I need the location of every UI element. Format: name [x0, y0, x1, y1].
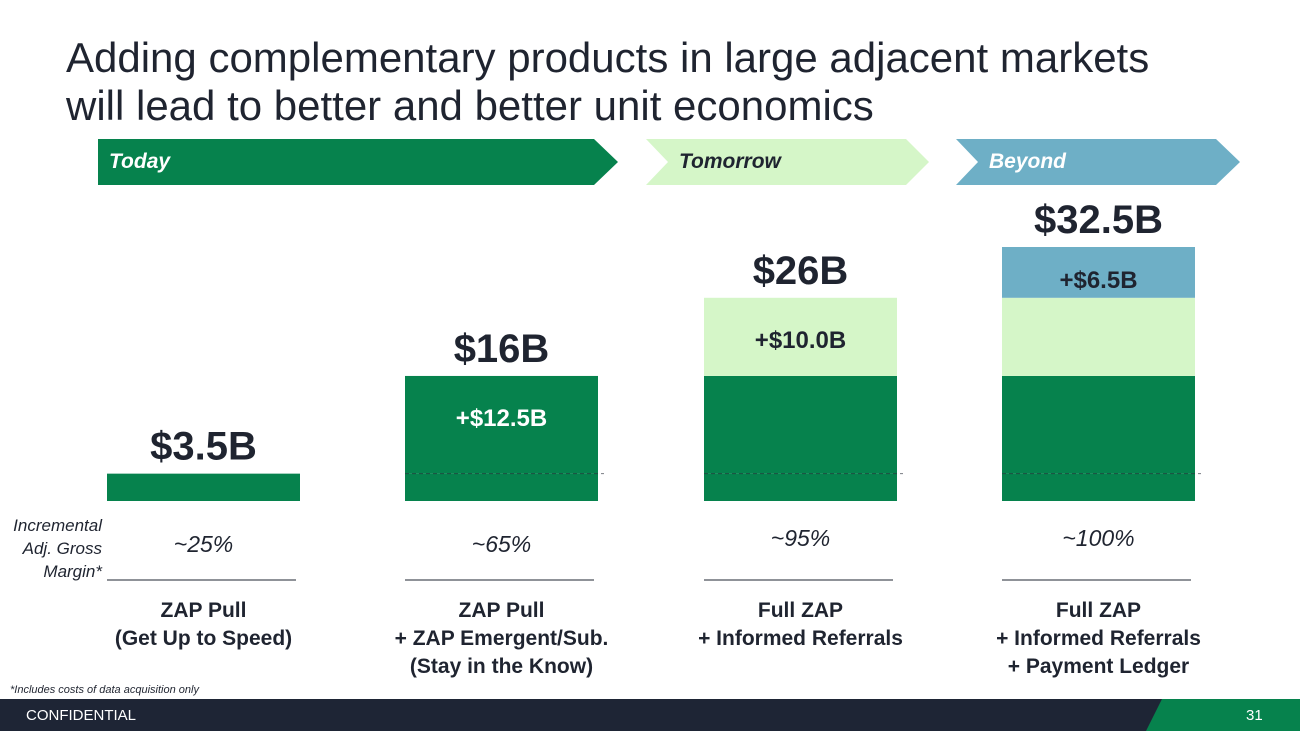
- bar-segment-1-1: [107, 473, 300, 501]
- category-label-3-1: Full ZAP: [758, 599, 843, 622]
- bar-segment-4-2: [1002, 375, 1195, 474]
- category-label-3-2: + Informed Referrals: [698, 627, 903, 650]
- category-label-1-1: ZAP Pull: [161, 599, 247, 622]
- segment-label-3-3: +$10.0B: [755, 327, 846, 354]
- footnote: *Includes costs of data acquisition only: [10, 684, 199, 696]
- bar-segment-4-4: [1002, 247, 1195, 298]
- bar-segment-3-3: [704, 297, 897, 376]
- bar-segment-3-2: [704, 375, 897, 474]
- bar-total-3: $26B: [753, 249, 849, 293]
- category-label-2-3: (Stay in the Know): [410, 655, 593, 678]
- phase-arrow-beyond: [956, 139, 1240, 185]
- bar-segment-2-1: [405, 473, 598, 501]
- bar-total-4: $32.5B: [1034, 198, 1163, 242]
- category-label-4-2: + Informed Referrals: [996, 627, 1201, 650]
- phase-arrow-today: [98, 139, 618, 185]
- slide-title-line-1: Adding complementary products in large a…: [66, 34, 1150, 81]
- bar-segment-2-2: [405, 375, 598, 474]
- bar-segment-3-1: [704, 473, 897, 501]
- phase-arrow-tomorrow: [646, 139, 929, 185]
- slide-title: Adding complementary products in large a…: [66, 34, 1266, 130]
- category-label-1-2: (Get Up to Speed): [115, 627, 292, 650]
- bar-total-2: $16B: [454, 327, 550, 371]
- stacked-bar-chart: $3.5B ~25% ZAP Pull (Get Up to Speed) +$12.5…: [107, 198, 1201, 678]
- phase-label-tomorrow: Tomorrow: [679, 150, 781, 173]
- phase-arrows: [98, 139, 1240, 185]
- phase-label-today: Today: [109, 150, 171, 173]
- margin-row-label-line-3: Margin*: [43, 562, 102, 581]
- margin-value-3: ~95%: [771, 525, 830, 551]
- bar-total-1: $3.5B: [150, 425, 257, 469]
- category-label-2-1: ZAP Pull: [459, 599, 545, 622]
- confidential-label: CONFIDENTIAL: [26, 707, 137, 724]
- bar-segment-4-3: [1002, 297, 1195, 376]
- slide-title-line-2: will lead to better and better unit econ…: [66, 82, 874, 129]
- category-label-4-1: Full ZAP: [1056, 599, 1141, 622]
- category-label-4-3: + Payment Ledger: [1008, 655, 1189, 678]
- phase-label-beyond: Beyond: [989, 150, 1067, 173]
- segment-label-4-4: +$6.5B: [1059, 267, 1137, 294]
- category-label-2-2: + ZAP Emergent/Sub.: [395, 627, 609, 650]
- margin-row-label-line-1: Incremental: [13, 516, 102, 535]
- margin-row-label-line-2: Adj. Gross: [22, 539, 102, 558]
- footer-bar: [0, 699, 1300, 731]
- margin-value-4: ~100%: [1062, 525, 1134, 551]
- margin-value-2: ~65%: [472, 531, 531, 557]
- margin-row-label: Incremental Adj. Gross Margin*: [0, 514, 102, 583]
- footer-accent: [1146, 699, 1300, 731]
- margin-value-1: ~25%: [174, 531, 233, 557]
- page-number: 31: [1246, 707, 1263, 724]
- segment-label-2-2: +$12.5B: [456, 405, 547, 432]
- bar-segment-4-1: [1002, 473, 1195, 501]
